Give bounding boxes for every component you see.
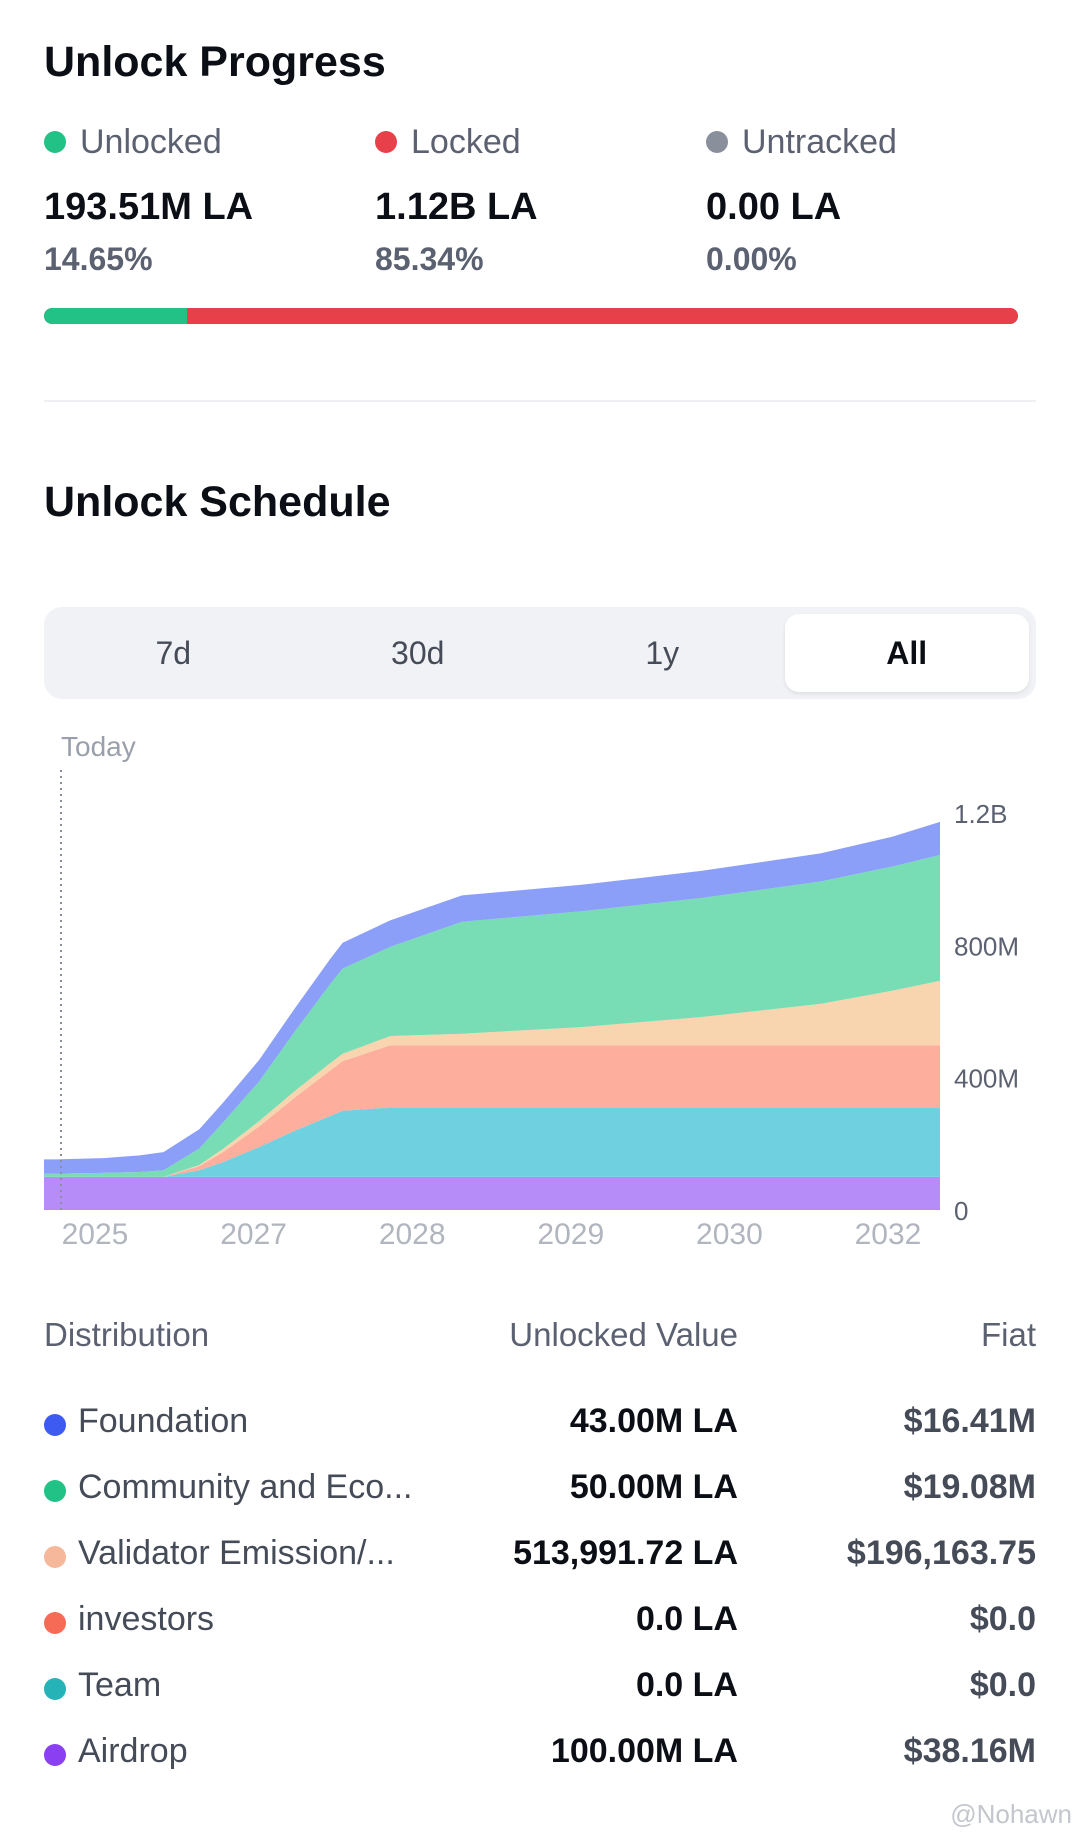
area-series-2 [44,1045,940,1177]
distribution-row-name: investors [78,1600,215,1638]
watermark: @Nohawn [950,1799,1072,1829]
distribution-row-fiat: $38.16M [903,1732,1036,1770]
distribution-row-fiat: $16.41M [903,1402,1036,1440]
today-label: Today [61,731,136,762]
distribution-header: Distribution Unlocked Value Fiat [44,1316,1036,1360]
x-tick-label: 2029 [537,1218,604,1251]
stat-untracked-pct: 0.00% [706,241,797,277]
stat-locked-pct: 85.34% [375,241,484,277]
x-tick-label: 2025 [62,1218,129,1251]
x-tick-label: 2032 [855,1218,922,1251]
distribution-row-name: Foundation [78,1402,249,1440]
stat-locked-legend: Locked [375,120,538,164]
x-tick-label: 2027 [220,1218,287,1251]
community-dot-icon [44,1480,66,1502]
y-tick-label: 1.2B [954,799,1008,829]
area-series-5 [44,821,940,1174]
distribution-header-fiat: Fiat [980,1316,1036,1353]
unlock-schedule-chart: Today 1.2B 800M 400M 0 2025 2027 2028 2029 2030… [44,731,1019,1251]
untracked-dot-icon [706,131,728,153]
locked-dot-icon [375,131,397,153]
distribution-row-foundation[interactable]: Foundation 43.00M LA $16.41M [44,1398,1036,1464]
section-divider [44,400,1036,402]
area-series-3 [44,980,940,1177]
stat-untracked-label: Untracked [742,122,897,161]
tab-1y[interactable]: 1y [645,634,680,671]
range-tabs: 7d 30d 1y All [44,607,1036,699]
y-tick-label: 800M [954,931,1019,961]
stat-locked-label: Locked [411,122,521,161]
area-series-4 [44,855,940,1177]
stat-unlocked-legend: Unlocked [44,120,253,164]
distribution-row-name: Validator Emission/... [78,1534,395,1572]
chart-areas [44,821,940,1210]
tab-30d[interactable]: 30d [391,634,445,671]
progress-bar-locked-segment [186,308,1018,324]
distribution-row-value: 50.00M LA [569,1468,738,1506]
area-series-0 [44,1176,940,1210]
distribution-row-value: 0.0 LA [635,1600,738,1638]
stat-untracked-amount: 0.00 LA [706,186,842,228]
distribution-row-fiat: $196,163.75 [846,1534,1036,1572]
unlocked-dot-icon [44,131,66,153]
foundation-dot-icon [44,1414,66,1436]
airdrop-dot-icon [44,1744,66,1766]
distribution-list: Foundation 43.00M LA $16.41M Community a… [44,1398,1036,1794]
distribution-row-value: 43.00M LA [569,1402,738,1440]
y-tick-label: 400M [954,1064,1019,1094]
unlock-schedule-title: Unlock Schedule [44,478,391,526]
distribution-row-fiat: $0.0 [969,1600,1036,1638]
distribution-row-investors[interactable]: investors 0.0 LA $0.0 [44,1596,1036,1662]
area-series-1 [44,1107,940,1177]
stat-unlocked: Unlocked 193.51M LA 14.65% [44,120,253,278]
x-axis-ticks: 2025 2027 2028 2029 2030 2032 [62,1218,922,1251]
distribution-header-name: Distribution [44,1316,210,1353]
distribution-row-value: 0.0 LA [635,1666,738,1704]
stat-untracked-legend: Untracked [706,120,897,164]
x-tick-label: 2028 [379,1218,446,1251]
y-tick-label: 0 [954,1196,968,1226]
distribution-row-name: Airdrop [78,1732,188,1770]
stat-locked: Locked 1.12B LA 85.34% [375,120,538,278]
distribution-row-value: 513,991.72 LA [513,1534,738,1572]
validator-dot-icon [44,1546,66,1568]
stat-unlocked-pct: 14.65% [44,241,153,277]
tab-7d[interactable]: 7d [155,634,192,671]
distribution-row-name: Community and Eco... [78,1468,413,1506]
stat-unlocked-label: Unlocked [80,122,222,161]
stat-locked-amount: 1.12B LA [375,186,538,228]
distribution-row-team[interactable]: Team 0.0 LA $0.0 [44,1662,1036,1728]
stat-untracked: Untracked 0.00 LA 0.00% [706,120,897,278]
distribution-row-validator[interactable]: Validator Emission/... 513,991.72 LA $19… [44,1530,1036,1596]
distribution-row-community[interactable]: Community and Eco... 50.00M LA $19.08M [44,1464,1036,1530]
team-dot-icon [44,1678,66,1700]
unlock-progress-title: Unlock Progress [44,38,386,86]
tab-all[interactable]: All [784,614,1029,692]
progress-bar-unlocked-segment [44,308,187,324]
unlock-progress-bar [44,308,1018,324]
x-tick-label: 2030 [696,1218,763,1251]
y-axis-ticks: 1.2B 800M 400M 0 [954,799,1019,1226]
distribution-row-airdrop[interactable]: Airdrop 100.00M LA $38.16M [44,1728,1036,1794]
distribution-header-value: Unlocked Value [509,1316,738,1353]
investors-dot-icon [44,1612,66,1634]
distribution-row-fiat: $19.08M [903,1468,1036,1506]
distribution-row-name: Team [78,1666,162,1704]
distribution-row-value: 100.00M LA [550,1732,738,1770]
distribution-row-fiat: $0.0 [969,1666,1036,1704]
stat-unlocked-amount: 193.51M LA [44,186,254,228]
